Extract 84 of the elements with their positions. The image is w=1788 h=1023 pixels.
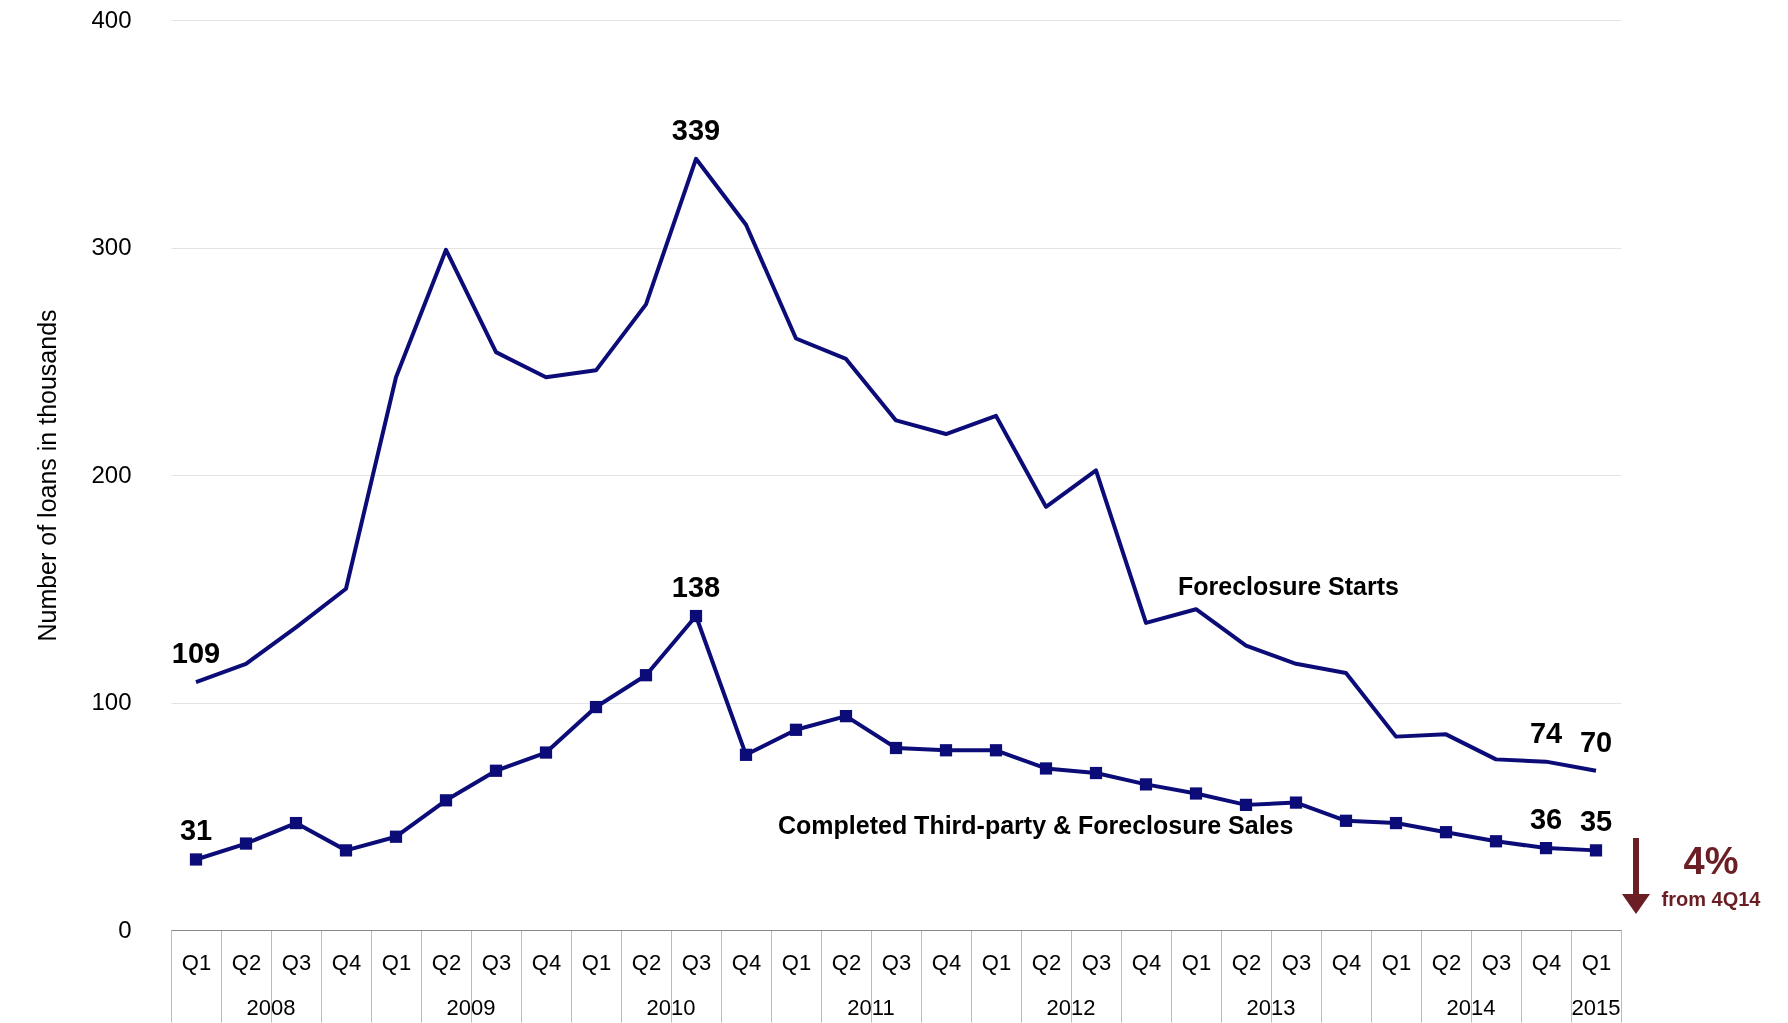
x-tick-label: Q4 xyxy=(531,949,562,975)
x-tick-label: Q3 xyxy=(881,949,912,975)
x-tick-label: Q3 xyxy=(281,949,312,975)
x-tick-label: Q3 xyxy=(1281,949,1312,975)
text: 2013 xyxy=(1246,995,1296,1020)
data-label: 36 xyxy=(1529,803,1563,836)
point xyxy=(989,744,1003,757)
point xyxy=(289,816,303,830)
x-tick-label: Q2 xyxy=(1431,949,1462,975)
point xyxy=(889,741,903,755)
series-label: Foreclosure Starts xyxy=(1178,572,1399,601)
point xyxy=(189,853,203,866)
text: 4% xyxy=(1683,840,1739,882)
text: 2015 xyxy=(1571,995,1621,1020)
point xyxy=(1489,835,1503,848)
x-tick-label: Q4 xyxy=(331,949,362,975)
x-tick-label: Q4 xyxy=(1331,949,1362,975)
point xyxy=(789,723,803,736)
point xyxy=(239,837,253,850)
x-tick-label: Q1 xyxy=(1581,949,1612,975)
point xyxy=(939,744,953,757)
text: 2014 xyxy=(1446,995,1496,1020)
x-tick-label: Q1 xyxy=(181,949,212,975)
y-axis-title: Number of loans in thousands xyxy=(33,309,62,642)
x-tick-label: Q1 xyxy=(981,949,1012,975)
x-tick-label: Q3 xyxy=(681,949,712,975)
point xyxy=(439,794,453,807)
point xyxy=(339,844,353,857)
data-label: 138 xyxy=(671,571,721,604)
x-tick-label: Q1 xyxy=(581,949,612,975)
text: 2012 xyxy=(1046,995,1096,1020)
y-tick-label: 400 xyxy=(91,5,132,33)
point xyxy=(1189,787,1203,800)
x-tick-label: Q1 xyxy=(1381,949,1412,975)
point xyxy=(689,609,703,623)
point xyxy=(389,830,403,843)
y-tick-label: 200 xyxy=(91,460,132,488)
point xyxy=(1589,844,1603,857)
x-tick-label: Q2 xyxy=(1231,949,1262,975)
x-tick-label: Q3 xyxy=(1481,949,1512,975)
point xyxy=(1089,766,1103,780)
text: 2010 xyxy=(646,995,696,1020)
data-label: 339 xyxy=(671,113,721,146)
x-tick-label: Q2 xyxy=(231,949,262,975)
point xyxy=(1389,816,1403,830)
text: from 4Q14 xyxy=(1661,888,1762,910)
x-tick-label: Q4 xyxy=(1131,949,1162,975)
point xyxy=(1239,798,1253,811)
point xyxy=(1339,814,1353,827)
point xyxy=(1539,841,1553,855)
data-label: 31 xyxy=(179,814,213,847)
point xyxy=(489,764,503,777)
point xyxy=(739,748,753,761)
text: 2009 xyxy=(446,995,496,1020)
point xyxy=(1289,796,1303,809)
x-tick-label: Q4 xyxy=(731,949,762,975)
x-tick-label: Q1 xyxy=(781,949,812,975)
x-tick-label: Q2 xyxy=(1031,949,1062,975)
data-label: 109 xyxy=(171,637,221,670)
point xyxy=(1039,762,1053,775)
y-tick-label: 0 xyxy=(118,915,132,943)
data-label: 74 xyxy=(1529,716,1563,749)
series-label: Completed Third-party & Foreclosure Sales xyxy=(778,810,1294,839)
y-tick-label: 300 xyxy=(91,233,132,260)
x-tick-label: Q4 xyxy=(931,949,962,975)
text: 2008 xyxy=(246,995,296,1020)
x-tick-label: Q3 xyxy=(481,949,512,975)
point xyxy=(1139,778,1153,791)
x-tick-label: Q2 xyxy=(831,949,862,975)
text: 2011 xyxy=(847,995,895,1020)
point xyxy=(639,669,653,682)
point xyxy=(539,746,553,759)
y-tick-label: 100 xyxy=(91,688,132,715)
data-label: 35 xyxy=(1579,805,1613,838)
x-tick-label: Q1 xyxy=(381,949,412,975)
data-label: 70 xyxy=(1579,725,1613,758)
x-tick-label: Q2 xyxy=(431,949,462,975)
point xyxy=(589,700,603,714)
point xyxy=(839,710,853,723)
x-tick-label: Q1 xyxy=(1181,949,1212,975)
x-tick-label: Q3 xyxy=(1081,949,1112,975)
x-tick-label: Q2 xyxy=(631,949,662,975)
point xyxy=(1439,826,1453,839)
x-tick-label: Q4 xyxy=(1531,949,1562,975)
